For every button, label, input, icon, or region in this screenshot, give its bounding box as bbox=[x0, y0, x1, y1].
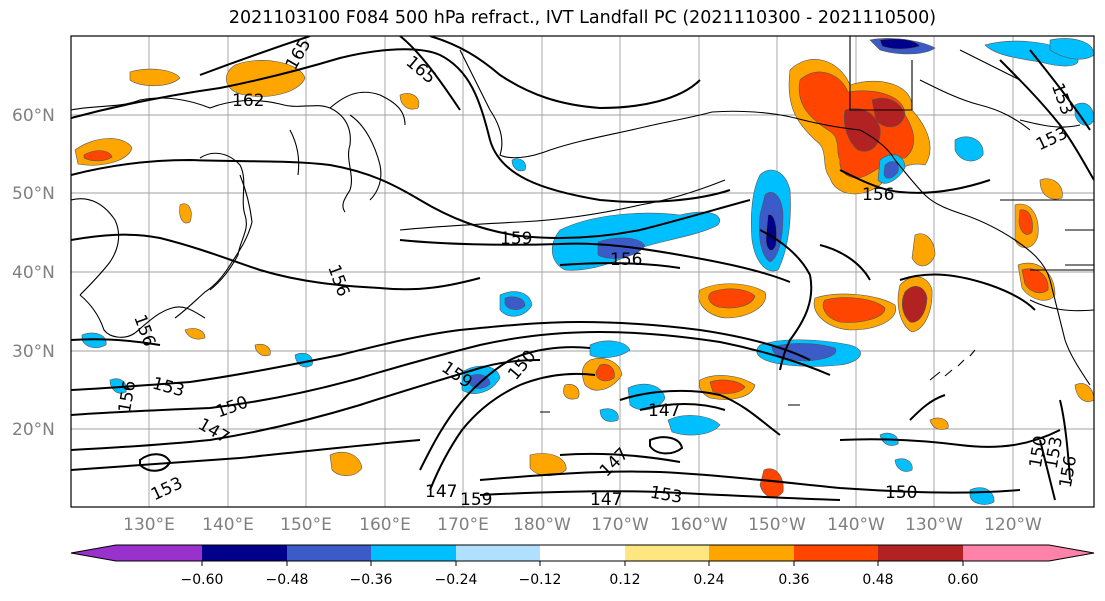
colorbar-seg bbox=[963, 545, 1049, 561]
contour-label: 147 bbox=[590, 490, 622, 510]
lon-label: 140°W bbox=[827, 515, 885, 535]
contour-label: 156 bbox=[610, 250, 642, 270]
colorbar-seg bbox=[540, 545, 625, 561]
colorbar-tick-label: 0.48 bbox=[862, 572, 893, 588]
colorbar-seg bbox=[287, 545, 371, 561]
lon-label: 150°E bbox=[280, 515, 332, 535]
lat-label: 50°N bbox=[12, 184, 55, 204]
lat-label: 20°N bbox=[12, 420, 55, 440]
colorbar-tick-label: −0.36 bbox=[350, 572, 393, 588]
lon-label: 140°E bbox=[202, 515, 254, 535]
colorbar-tick-label: 0.12 bbox=[609, 572, 640, 588]
lon-label: 170°E bbox=[437, 515, 489, 535]
colorbar: −0.60 −0.48 −0.36 −0.24 −0.12 0.12 0.24 … bbox=[70, 544, 1095, 588]
colorbar-seg bbox=[371, 545, 456, 561]
lon-label: 150°W bbox=[748, 515, 806, 535]
colorbar-tick-label: 0.60 bbox=[947, 572, 978, 588]
lon-label: 160°E bbox=[359, 515, 411, 535]
contour-label: 153 bbox=[648, 483, 683, 508]
contour-label: 156 bbox=[862, 185, 894, 205]
colorbar-tick-label: 0.24 bbox=[693, 572, 724, 588]
colorbar-tick-label: −0.48 bbox=[266, 572, 309, 588]
lat-labels: 60°N 50°N 40°N 30°N 20°N bbox=[12, 106, 55, 440]
lon-label: 170°W bbox=[591, 515, 649, 535]
lon-label: 130°W bbox=[905, 515, 963, 535]
contour-label: 150 bbox=[885, 483, 917, 503]
contour-label: 147 bbox=[648, 401, 680, 421]
lon-labels: 130°E 140°E 150°E 160°E 170°E 180°W 170°… bbox=[123, 515, 1042, 535]
map-border bbox=[70, 35, 1095, 508]
map-panel bbox=[71, 36, 1094, 507]
lat-label: 60°N bbox=[12, 106, 55, 126]
contour-label: 147 bbox=[425, 482, 457, 502]
height-contours bbox=[71, 36, 1094, 501]
lon-label: 180°W bbox=[513, 515, 571, 535]
contour-label: 162 bbox=[232, 91, 264, 111]
lon-label: 130°E bbox=[123, 515, 175, 535]
colorbar-seg bbox=[625, 545, 709, 561]
colorbar-seg bbox=[709, 545, 794, 561]
colorbar-seg bbox=[456, 545, 540, 561]
map-title: 2021103100 F084 500 hPa refract., IVT La… bbox=[228, 8, 937, 28]
lat-label: 40°N bbox=[12, 263, 55, 283]
lon-label: 160°W bbox=[670, 515, 728, 535]
lat-label: 30°N bbox=[12, 342, 55, 362]
contour-label: 159 bbox=[460, 490, 492, 510]
colorbar-tick-label: −0.12 bbox=[519, 572, 562, 588]
coastlines bbox=[71, 36, 1094, 413]
colorbar-seg bbox=[878, 545, 963, 561]
colorbar-seg bbox=[202, 545, 287, 561]
colorbar-tick-label: 0.36 bbox=[778, 572, 809, 588]
colorbar-seg bbox=[71, 545, 116, 561]
contour-label: 159 bbox=[500, 229, 532, 249]
colorbar-seg bbox=[1049, 545, 1094, 561]
colorbar-outline bbox=[70, 544, 1095, 562]
lon-label: 120°W bbox=[984, 515, 1042, 535]
colorbar-seg bbox=[794, 545, 878, 561]
colorbar-tick-label: −0.60 bbox=[181, 572, 224, 588]
colorbar-seg bbox=[116, 545, 202, 561]
colorbar-tick-label: −0.24 bbox=[435, 572, 478, 588]
